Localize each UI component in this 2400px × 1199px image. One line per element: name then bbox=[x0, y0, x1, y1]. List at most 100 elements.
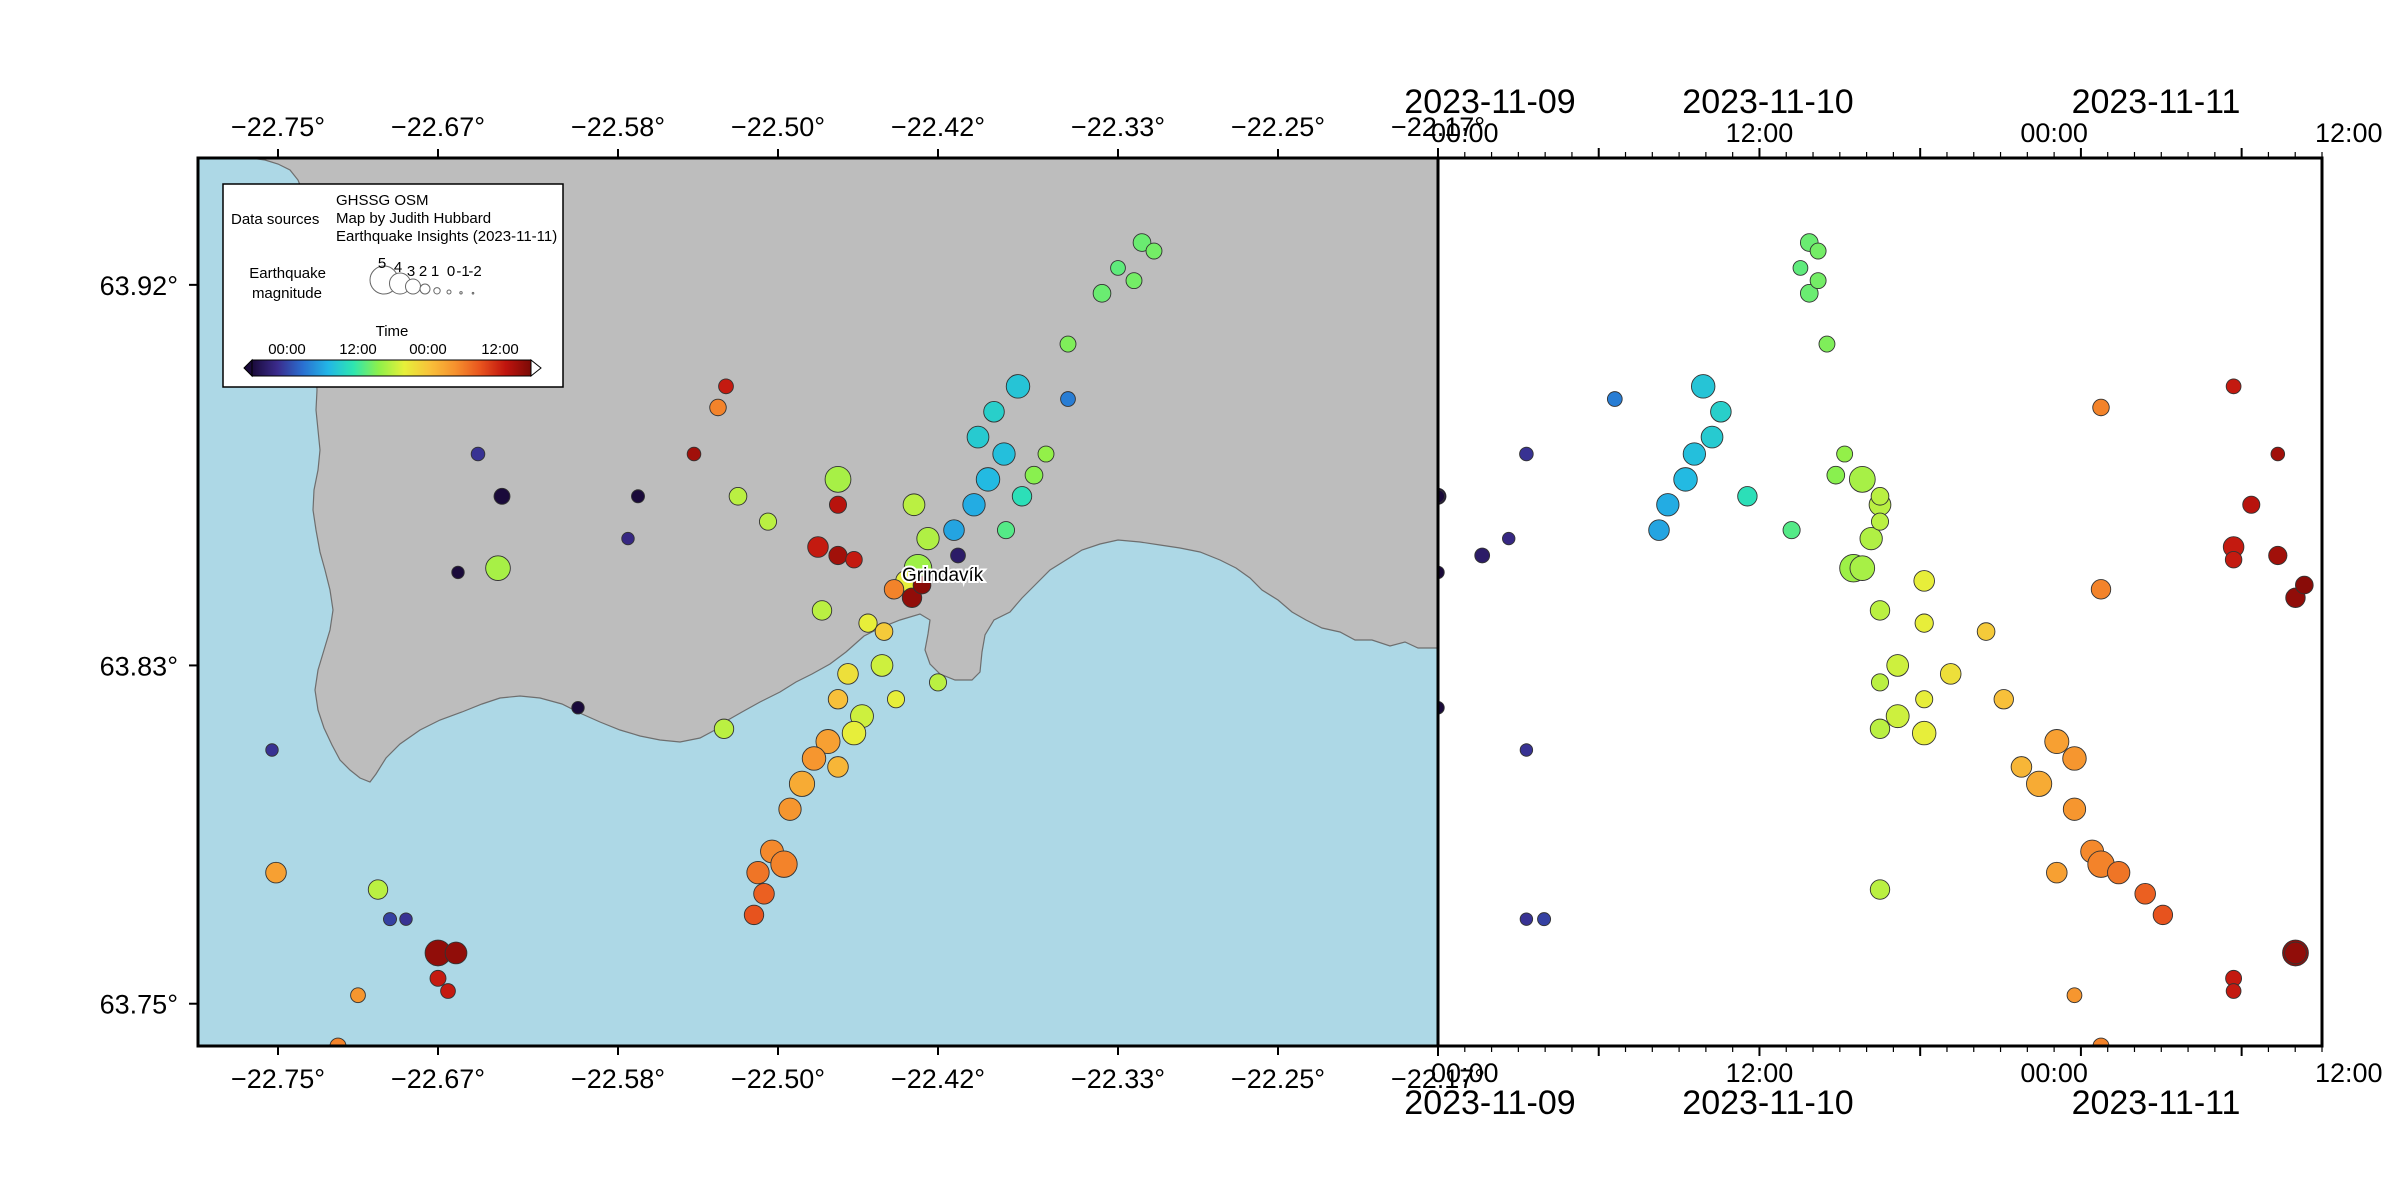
timeline-marker bbox=[2092, 1037, 2110, 1046]
quake-marker bbox=[758, 512, 778, 531]
time-tick-label: 00:00 bbox=[2020, 118, 2088, 148]
timeline-marker bbox=[1915, 690, 1934, 709]
timeline-marker bbox=[2267, 1056, 2289, 1078]
quake-marker bbox=[912, 575, 932, 595]
timeline-marker bbox=[1859, 526, 1883, 551]
timeline-marker bbox=[2026, 770, 2053, 797]
timeline-frame bbox=[1436, 156, 2324, 1048]
quake-marker bbox=[811, 600, 833, 621]
timeline-marker bbox=[1682, 442, 1706, 466]
quake-marker bbox=[966, 425, 990, 449]
lon-tick-label: −22.17° bbox=[1391, 1064, 1485, 1094]
timeline-marker bbox=[1836, 445, 1854, 463]
quake-marker bbox=[1060, 391, 1076, 407]
timeline-marker bbox=[2092, 398, 2110, 417]
quake-marker bbox=[807, 536, 829, 558]
place-label-text: Grindavík bbox=[902, 565, 984, 586]
magnitude-label: 5 bbox=[378, 255, 386, 272]
quake-marker bbox=[788, 770, 816, 797]
timeline-marker bbox=[1519, 743, 1534, 757]
lon-tick-label: −22.50° bbox=[731, 1064, 825, 1094]
timeline-marker bbox=[1976, 622, 1996, 641]
legend-time-tick: 00:00 bbox=[268, 341, 306, 358]
timeline-marker bbox=[1885, 704, 1910, 729]
lon-tick-label: −22.75° bbox=[231, 112, 325, 142]
quake-marker bbox=[1024, 465, 1044, 485]
quake-marker bbox=[828, 495, 848, 514]
time-tick-label: 00:00 bbox=[2020, 1058, 2088, 1088]
lon-tick-label: −22.33° bbox=[1071, 112, 1165, 142]
timeline-marker bbox=[1792, 260, 1809, 276]
quake-marker bbox=[778, 797, 802, 821]
timeline-minor-ticks bbox=[1437, 148, 2323, 1056]
timeline-marker bbox=[1849, 555, 1876, 581]
quake-marker bbox=[841, 720, 867, 746]
timeline-marker bbox=[1870, 673, 1890, 692]
quake-marker bbox=[470, 446, 486, 462]
quake-marker bbox=[962, 493, 986, 517]
timeline-marker bbox=[1914, 613, 1934, 633]
timeline-marker bbox=[1673, 467, 1698, 492]
timeline-marker bbox=[1848, 466, 1876, 493]
quake-marker bbox=[770, 850, 798, 878]
magnitude-circle bbox=[433, 287, 441, 295]
quake-marker bbox=[367, 879, 389, 900]
lat-tick-label: 63.92° bbox=[100, 271, 178, 301]
timeline-marker bbox=[2284, 941, 2307, 965]
timeline-marker bbox=[2270, 446, 2286, 462]
timeline-marker bbox=[1799, 284, 1819, 303]
quake-marker bbox=[870, 654, 894, 677]
timeline-marker bbox=[2010, 756, 2033, 778]
quake-marker bbox=[329, 1037, 347, 1046]
magnitude-label-1: Earthquake bbox=[249, 265, 326, 282]
timeline-marker bbox=[2107, 861, 2131, 885]
quake-marker bbox=[444, 941, 468, 965]
timeline-marker bbox=[2152, 904, 2174, 926]
source-line-1: GHSSG OSM bbox=[336, 192, 429, 209]
lon-tick-label: −22.67° bbox=[391, 1064, 485, 1094]
quake-marker bbox=[399, 912, 413, 926]
quake-marker bbox=[943, 519, 965, 541]
svg-text:Grindavík: Grindavík bbox=[902, 565, 984, 586]
quake-marker bbox=[571, 701, 585, 715]
quake-marker bbox=[621, 531, 635, 546]
time-tick-label: 12:00 bbox=[2315, 118, 2383, 148]
quake-marker bbox=[1110, 260, 1126, 276]
quake-marker bbox=[1132, 233, 1152, 252]
magnitude-circle bbox=[446, 289, 452, 295]
quake-marker bbox=[815, 729, 841, 755]
magnitude-circle bbox=[405, 278, 421, 295]
quake-marker bbox=[265, 743, 279, 757]
quake-marker bbox=[631, 489, 645, 504]
quake-marker bbox=[1145, 242, 1163, 260]
quake-marker bbox=[440, 983, 456, 999]
map-panel: Grindavík Grindavík −22.75° −22.67° −22.58… bbox=[100, 112, 1485, 1094]
magnitude-scale: 5 4 3 2 1 0 -1-2 bbox=[369, 255, 482, 295]
source-line-3: Earthquake Insights (2023-11-11) bbox=[336, 228, 557, 245]
date-label: 2023-11-11 bbox=[2072, 83, 2241, 121]
source-line-2: Map by Judith Hubbard bbox=[336, 210, 491, 227]
timeline-marker bbox=[1690, 374, 1716, 399]
date-label: 2023-11-10 bbox=[1682, 1084, 1853, 1122]
lon-tick-label: −22.42° bbox=[891, 112, 985, 142]
timeline-marker bbox=[2062, 797, 2087, 821]
lat-tick-label: 63.75° bbox=[100, 990, 178, 1020]
quake-marker bbox=[801, 746, 827, 771]
quake-marker bbox=[886, 690, 906, 709]
timeline-marker bbox=[1648, 519, 1670, 541]
lat-tick-label: 63.83° bbox=[100, 651, 178, 681]
time-tick-label: 00:00 bbox=[1431, 118, 1499, 148]
timeline-marker bbox=[1710, 400, 1732, 423]
quake-marker bbox=[928, 673, 948, 692]
quake-marker bbox=[858, 613, 878, 633]
quake-marker bbox=[916, 526, 940, 551]
timeline-marker bbox=[1502, 531, 1516, 546]
magnitude-label-2: magnitude bbox=[252, 285, 322, 302]
timeline-marker bbox=[1818, 335, 1836, 353]
colorbar-right-arrow bbox=[530, 358, 542, 378]
timeline-marker bbox=[2066, 987, 2083, 1004]
timeline-marker bbox=[1870, 486, 1890, 506]
magnitude-circle bbox=[459, 291, 463, 295]
